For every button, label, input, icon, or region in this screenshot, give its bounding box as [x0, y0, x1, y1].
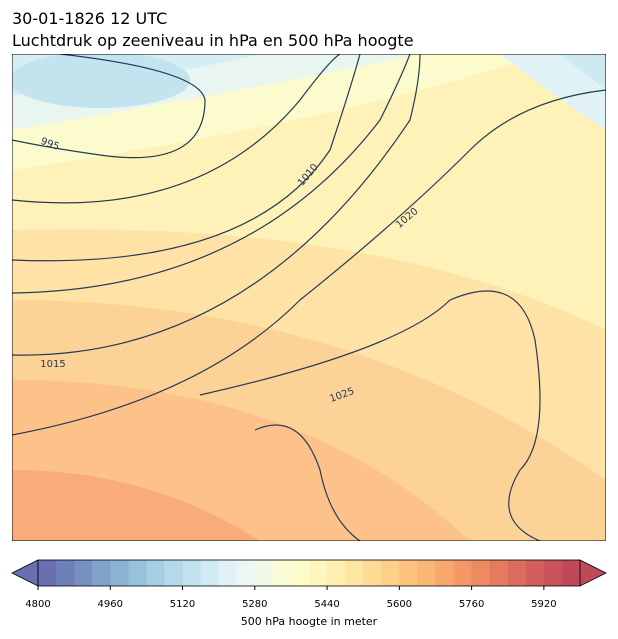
colorbar-band: [363, 560, 382, 586]
colorbar-tick-label: 5280: [242, 599, 267, 610]
colorbar-band: [254, 560, 274, 586]
contour-label: 1015: [40, 359, 65, 370]
colorbar-extend-low: [11, 559, 39, 587]
colorbar-tick-label: 4960: [98, 599, 123, 610]
colorbar-tick-label: 5600: [387, 599, 412, 610]
title-line-1: 30-01-1826 12 UTC: [12, 9, 167, 28]
colorbar-band: [290, 560, 310, 586]
colorbar-band: [164, 560, 184, 586]
colorbar-band: [435, 560, 455, 586]
colorbar-band: [327, 560, 346, 586]
colorbar-band: [345, 560, 364, 586]
colorbar-band: [128, 560, 147, 586]
colorbar-band: [309, 560, 328, 586]
colorbar-band: [525, 560, 545, 586]
colorbar-band: [561, 560, 581, 586]
map: [12, 54, 606, 541]
colorbar-band: [56, 560, 75, 586]
colorbar-band: [92, 560, 111, 586]
colorbar-band: [38, 560, 57, 586]
colorbar-band: [453, 560, 473, 586]
colorbar-band: [218, 560, 238, 586]
colorbar-band: [543, 560, 563, 586]
colorbar-band: [381, 560, 400, 586]
colorbar-extend-high: [579, 559, 607, 587]
colorbar-band: [182, 560, 202, 586]
colorbar-band: [489, 560, 509, 586]
colorbar-band: [236, 560, 256, 586]
colorbar-band: [110, 560, 129, 586]
colorbar: 4800 4960 5120 5280 5440 5600 5760 5920: [11, 559, 607, 610]
colorbar-band: [417, 560, 436, 586]
colorbar-tick-label: 5440: [314, 599, 339, 610]
colorbar-tick-label: 4800: [25, 599, 50, 610]
colorbar-band: [507, 560, 527, 586]
colorbar-band: [471, 560, 491, 586]
title-line-2: Luchtdruk op zeeniveau in hPa en 500 hPa…: [12, 31, 414, 50]
colorbar-tick-label: 5760: [459, 599, 484, 610]
colorbar-band: [74, 560, 93, 586]
colorbar-band: [272, 560, 292, 586]
colorbar-band: [200, 560, 220, 586]
colorbar-band: [146, 560, 165, 586]
colorbar-tick-label: 5120: [170, 599, 195, 610]
colorbar-tick-label: 5920: [531, 599, 556, 610]
colorbar-label: 500 hPa hoogte in meter: [241, 615, 378, 628]
colorbar-band: [399, 560, 418, 586]
colorbar-frame: [37, 559, 581, 587]
